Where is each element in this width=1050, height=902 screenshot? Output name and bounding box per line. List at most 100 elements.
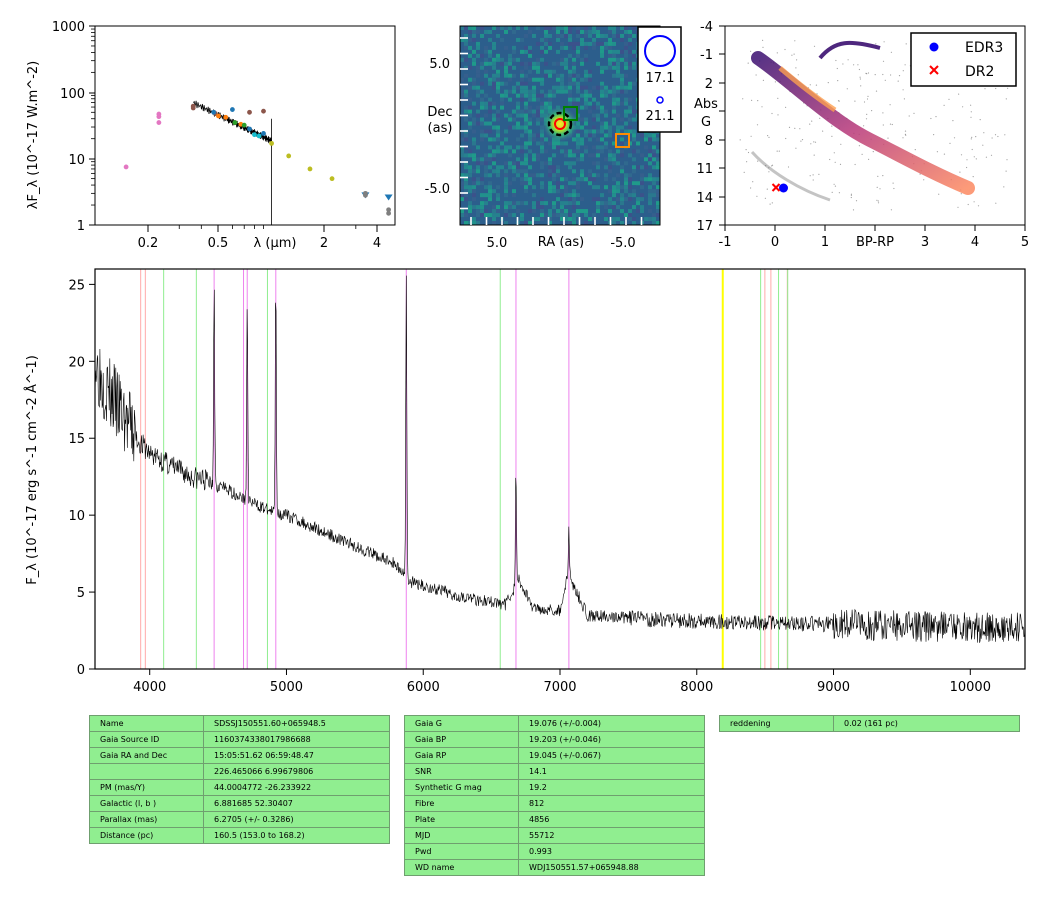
image-pixel bbox=[628, 185, 632, 190]
image-pixel bbox=[492, 26, 496, 30]
image-pixel bbox=[500, 137, 504, 142]
sed-data-point bbox=[232, 120, 238, 125]
hr-star bbox=[850, 194, 853, 196]
hr-star bbox=[831, 125, 833, 127]
image-pixel bbox=[508, 57, 512, 62]
image-pixel bbox=[488, 197, 492, 202]
image-pixel bbox=[504, 73, 508, 78]
image-pixel bbox=[516, 101, 520, 106]
hr-star bbox=[970, 116, 972, 118]
image-pixel bbox=[528, 109, 532, 114]
image-pixel bbox=[560, 205, 564, 210]
image-pixel bbox=[512, 213, 516, 218]
image-pixel bbox=[632, 205, 636, 210]
hr-star bbox=[943, 104, 945, 106]
image-pixel bbox=[640, 209, 644, 214]
image-pixel bbox=[584, 129, 588, 134]
image-pixel bbox=[616, 173, 620, 178]
image-pixel bbox=[580, 177, 584, 182]
image-pixel bbox=[612, 185, 616, 190]
image-pixel bbox=[520, 113, 524, 118]
image-pixel bbox=[576, 133, 580, 138]
image-pixel bbox=[584, 177, 588, 182]
image-pixel bbox=[568, 185, 572, 190]
image-pixel bbox=[480, 97, 484, 102]
image-pixel bbox=[540, 57, 544, 62]
image-pixel bbox=[528, 89, 532, 94]
proper-motion-circle bbox=[547, 111, 573, 137]
image-xlabel: RA (as) bbox=[538, 235, 584, 250]
image-pixel bbox=[576, 41, 580, 46]
image-pixel bbox=[544, 93, 548, 98]
image-pixel bbox=[604, 141, 608, 146]
image-pixel bbox=[608, 153, 612, 158]
image-pixel bbox=[488, 121, 492, 126]
image-pixel bbox=[588, 26, 592, 30]
image-pixel bbox=[608, 29, 612, 34]
hr-star bbox=[794, 127, 796, 129]
image-pixel bbox=[476, 205, 480, 210]
image-pixel bbox=[508, 53, 512, 58]
hr-star bbox=[837, 80, 839, 82]
image-pixel bbox=[596, 117, 600, 122]
image-pixel bbox=[552, 165, 556, 170]
image-pixel bbox=[508, 113, 512, 118]
image-pixel bbox=[580, 193, 584, 198]
image-pixel bbox=[552, 73, 556, 78]
image-pixel bbox=[616, 57, 620, 62]
hr-dr2-point bbox=[771, 183, 781, 192]
image-pixel bbox=[536, 157, 540, 162]
image-pixel bbox=[504, 93, 508, 98]
table-key-cell: reddening bbox=[719, 715, 834, 732]
image-pixel bbox=[580, 209, 584, 214]
image-pixel bbox=[476, 65, 480, 70]
image-pixel bbox=[476, 85, 480, 90]
image-pixel bbox=[476, 145, 480, 150]
image-pixel bbox=[496, 77, 500, 82]
sed-data-point bbox=[261, 108, 266, 114]
image-pixel bbox=[512, 117, 516, 122]
table-row: Pwd 0.993 bbox=[404, 843, 705, 860]
image-pixel bbox=[500, 165, 504, 170]
image-pixel bbox=[656, 209, 660, 214]
sed-data-point bbox=[156, 114, 162, 120]
image-pixel bbox=[480, 117, 484, 122]
image-pixel bbox=[572, 177, 576, 182]
hr-star bbox=[995, 87, 997, 90]
image-pixel bbox=[560, 33, 564, 38]
image-pixel bbox=[516, 141, 520, 146]
image-pixel bbox=[464, 26, 468, 30]
image-pixel bbox=[564, 177, 568, 182]
image-pixel bbox=[576, 157, 580, 162]
image-pixel bbox=[560, 57, 564, 62]
image-pixel bbox=[628, 197, 632, 202]
photometry-table: Gaia G 19.076 (+/-0.004) Gaia BP 19.203 (+/… bbox=[404, 715, 705, 876]
image-pixel bbox=[528, 61, 532, 66]
image-pixel bbox=[604, 65, 608, 70]
image-pixel bbox=[524, 125, 528, 130]
image-pixel bbox=[496, 109, 500, 114]
image-pixel bbox=[524, 189, 528, 194]
image-ylabel-line1: Dec bbox=[427, 105, 452, 120]
image-pixel bbox=[548, 33, 552, 38]
image-pixel bbox=[628, 125, 632, 130]
image-pixel bbox=[632, 125, 636, 130]
image-pixel bbox=[584, 26, 588, 30]
table-row: Gaia G 19.076 (+/-0.004) bbox=[404, 715, 705, 732]
image-pixel bbox=[476, 177, 480, 182]
image-pixel bbox=[464, 185, 468, 190]
image-pixel bbox=[572, 181, 576, 186]
image-pixel bbox=[548, 181, 552, 186]
image-pixel bbox=[568, 213, 572, 218]
image-pixel bbox=[648, 189, 652, 194]
image-pixel bbox=[588, 133, 592, 138]
image-pixel bbox=[632, 133, 636, 138]
image-pixel bbox=[496, 169, 500, 174]
image-pixel bbox=[504, 189, 508, 194]
hr-star bbox=[868, 158, 870, 160]
table-key-cell: Gaia BP bbox=[404, 731, 519, 748]
image-pixel bbox=[548, 161, 552, 166]
image-pixel bbox=[612, 161, 616, 166]
image-pixel bbox=[576, 97, 580, 102]
table-row: Galactic (l, b ) 6.881685 52.30407 bbox=[89, 795, 390, 812]
